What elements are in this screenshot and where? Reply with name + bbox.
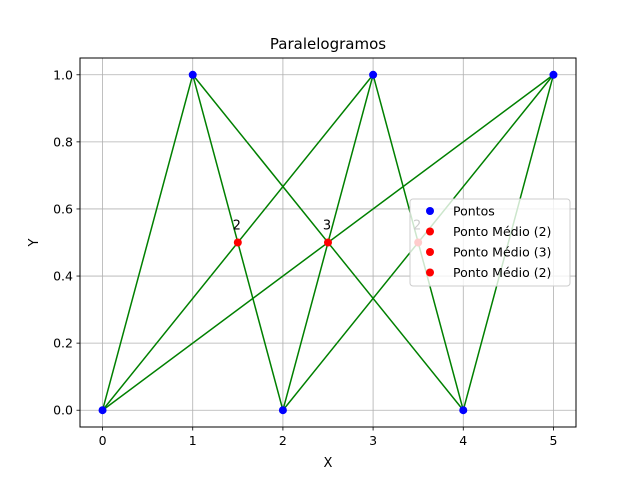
y-axis-label: Y: [27, 238, 42, 247]
legend-marker: [426, 227, 434, 236]
x-tick-label: 1: [189, 433, 197, 448]
legend-label: Ponto Médio (2): [453, 224, 551, 239]
x-tick-label: 4: [459, 433, 467, 448]
y-tick-label: 0.6: [53, 201, 73, 216]
legend-marker: [426, 248, 434, 256]
y-axis-ticks: 0.0 0.2 0.4 0.6 0.8 1.0: [53, 67, 80, 418]
plot-frame: [79, 57, 577, 428]
x-tick-label: 0: [99, 433, 107, 448]
y-tick-label: 1.0: [53, 67, 73, 82]
point-marker: [188, 70, 197, 79]
y-tick-label: 0.2: [53, 336, 73, 351]
midpoint-marker: [233, 238, 242, 247]
legend-label: Ponto Médio (3): [453, 245, 551, 260]
point-marker: [369, 70, 378, 79]
legend: Pontos Ponto Médio (2) Ponto Médio (3) Pont…: [409, 198, 571, 287]
x-axis-ticks: 0 1 2 3 4 5: [99, 427, 557, 448]
midpoint-label: 3: [323, 219, 331, 234]
x-tick-label: 5: [549, 433, 557, 448]
chart-title: Paralelogramos: [270, 35, 386, 53]
point-marker: [549, 70, 558, 79]
midpoint-marker: [324, 238, 332, 247]
midpoint-label: 2: [233, 219, 241, 234]
legend-marker: [426, 268, 434, 277]
legend-label: Ponto Médio (2): [453, 265, 551, 280]
y-tick-label: 0.4: [53, 269, 73, 284]
legend-label: Pontos: [453, 204, 495, 219]
x-tick-label: 3: [369, 433, 377, 448]
point-marker: [459, 406, 468, 415]
x-axis-label: X: [324, 456, 333, 471]
y-tick-label: 0.8: [53, 134, 73, 149]
points: [98, 70, 558, 415]
y-tick-label: 0.0: [53, 403, 73, 418]
legend-marker: [426, 207, 434, 215]
legend-box: [409, 198, 571, 287]
annotations: 232: [233, 219, 422, 234]
segment-line: [101, 74, 194, 411]
point-marker: [278, 406, 287, 415]
point-marker: [98, 406, 107, 415]
x-tick-label: 2: [279, 433, 287, 448]
